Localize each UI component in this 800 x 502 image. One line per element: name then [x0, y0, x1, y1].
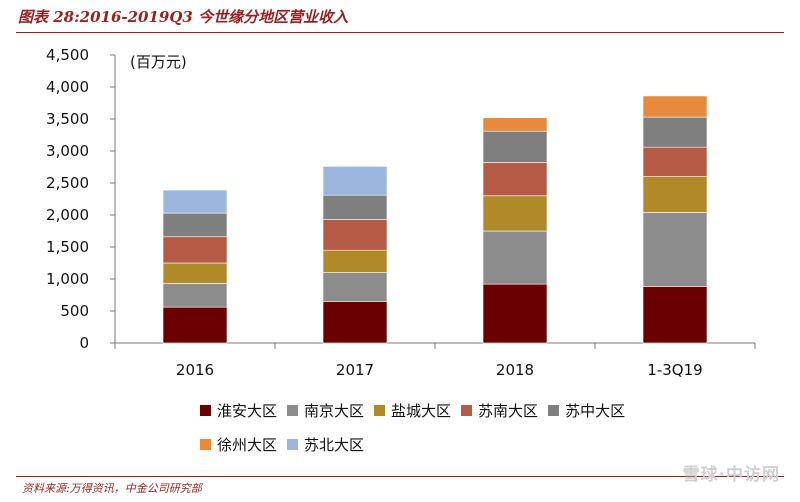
- x-tick-label: 2017: [336, 361, 374, 379]
- y-tick-label: 4,500: [46, 46, 89, 64]
- bar-segment: [162, 262, 228, 284]
- bar-series-group: [162, 95, 708, 344]
- figure-title: 图表 28:2016-2019Q3 今世缘分地区营业收入: [18, 8, 349, 26]
- bar-segment: [482, 162, 548, 197]
- bar-segment: [322, 166, 388, 196]
- bar-segment: [162, 306, 228, 344]
- legend-swatch: [200, 404, 211, 416]
- legend-item: 淮安大区: [200, 400, 277, 420]
- bar-segment: [322, 301, 388, 344]
- y-axis: 0 500 1,000 1,500 2,000 2,500 3,000 3,500 4,000 4…: [46, 46, 116, 352]
- legend-swatch: [287, 404, 299, 416]
- bar-segment: [322, 249, 388, 273]
- chart-legend: 淮安大区 南京大区 盐城大区 苏南大区 苏中大区徐州大区 苏北大区: [200, 400, 660, 468]
- bar-segment: [482, 130, 548, 163]
- x-tick-label: 2016: [176, 361, 214, 379]
- y-tick-label: 3,500: [46, 110, 89, 128]
- bar-segment: [642, 116, 708, 148]
- bar-segment: [162, 283, 228, 308]
- title-divider: [16, 32, 784, 33]
- y-tick-label: 2,000: [46, 206, 89, 224]
- legend-swatch: [200, 438, 211, 450]
- x-tick-label: 2018: [496, 361, 534, 379]
- y-tick-label: 0: [79, 334, 89, 352]
- bar-segment: [162, 189, 228, 214]
- legend-swatch: [548, 404, 560, 416]
- legend-swatch: [374, 404, 386, 416]
- legend-label: 苏中大区: [565, 401, 626, 420]
- bar-segment: [482, 117, 548, 132]
- legend-item: 苏北大区: [287, 434, 364, 454]
- legend-item: 苏南大区: [461, 400, 538, 420]
- stacked-bar-chart: (百万元) 0 500 1,000 1,500 2,000 2,500 3,000 3,500…: [46, 46, 756, 379]
- bar-segment: [482, 230, 548, 285]
- unit-label: (百万元): [130, 53, 187, 71]
- legend-item: 南京大区: [287, 400, 364, 420]
- footer-divider: [16, 476, 784, 477]
- bar-segment: [162, 236, 228, 264]
- x-tick-label: 1-3Q19: [647, 361, 702, 379]
- x-axis: 2016 2017 2018 1-3Q19: [114, 342, 756, 379]
- legend-label: 苏北大区: [304, 435, 365, 454]
- bar-segment: [482, 283, 548, 344]
- bar-segment: [642, 212, 708, 287]
- bar-segment: [322, 219, 388, 251]
- y-tick-label: 2,500: [46, 174, 89, 192]
- legend-item: 苏中大区: [548, 400, 625, 420]
- legend-item: 徐州大区: [200, 434, 277, 454]
- bar-segment: [642, 95, 708, 118]
- bar-segment: [162, 212, 228, 238]
- bar-segment: [322, 272, 388, 302]
- legend-label: 淮安大区: [217, 401, 278, 420]
- bar-segment: [642, 286, 708, 344]
- y-tick-label: 1,500: [46, 238, 89, 256]
- watermark: 雪球·中访网: [682, 465, 780, 485]
- legend-label: 徐州大区: [217, 435, 278, 454]
- legend-item: 盐城大区: [374, 400, 451, 420]
- y-tick-label: 3,000: [46, 142, 89, 160]
- legend-swatch: [287, 438, 299, 450]
- bar-segment: [482, 195, 548, 232]
- legend-label: 苏南大区: [478, 401, 539, 420]
- y-tick-label: 500: [60, 302, 89, 320]
- y-tick-label: 4,000: [46, 78, 89, 96]
- source-note: 资料来源:万得资讯，中金公司研究部: [22, 482, 202, 495]
- y-tick-label: 1,000: [46, 270, 89, 288]
- legend-label: 南京大区: [304, 401, 365, 420]
- legend-label: 盐城大区: [391, 401, 452, 420]
- bar-segment: [322, 194, 388, 220]
- legend-swatch: [461, 404, 473, 416]
- bar-segment: [642, 146, 708, 177]
- bar-segment: [642, 176, 708, 213]
